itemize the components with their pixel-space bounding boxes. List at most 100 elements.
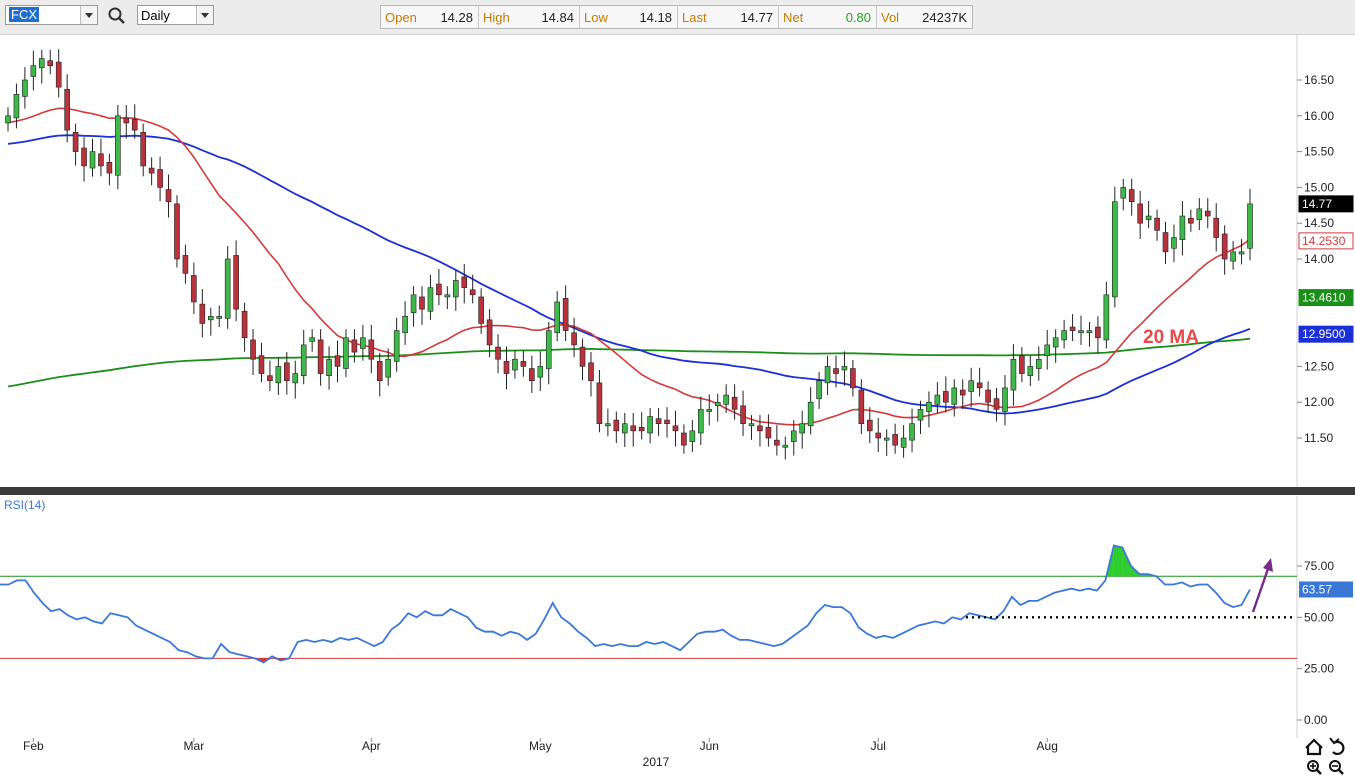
quote-net-label: Net [783, 10, 804, 25]
symbol-dropdown-icon[interactable] [80, 6, 97, 24]
quote-high-value: 14.84 [541, 10, 574, 25]
price-label-last: 14.77 [1302, 197, 1332, 211]
month-label: Apr [362, 739, 381, 753]
month-label: Mar [184, 739, 205, 753]
interval-select[interactable]: Daily [137, 5, 214, 25]
candle-body [883, 437, 890, 441]
candle-body [672, 425, 679, 432]
candle-body [748, 423, 755, 427]
candle-body [368, 339, 375, 360]
interval-dropdown-icon[interactable] [196, 6, 213, 24]
candle-body [89, 151, 96, 169]
candle-body [723, 394, 729, 405]
candle-body [512, 358, 518, 371]
ma50-line [7, 134, 1251, 415]
candle-body [495, 346, 501, 360]
candle-body [1204, 210, 1211, 217]
price-tick-label: 15.00 [1304, 180, 1334, 194]
candle-body [64, 89, 70, 131]
rsi-tick-label: 75.00 [1304, 559, 1334, 573]
candle-body [613, 419, 620, 432]
candle-body [1095, 326, 1101, 339]
candle-body [241, 310, 248, 339]
time-axis: Feb Mar Apr May Jun Jul Aug [23, 738, 1058, 753]
quote-low-label: Low [584, 10, 608, 25]
zoom-in-icon[interactable] [1307, 760, 1322, 775]
rsi-label: RSI(14) [4, 498, 45, 512]
candle-body [326, 358, 332, 377]
trend-arrow [1251, 565, 1271, 613]
price-chart[interactable]: 16.50 16.00 15.50 15.00 14.50 14.00 12.50 12.00… [0, 34, 1355, 778]
candle-body [486, 319, 493, 346]
candle-body [1221, 233, 1228, 260]
candle-body [545, 330, 552, 369]
candle-body [5, 115, 11, 124]
candle-body [98, 153, 104, 167]
price-tick-label: 16.50 [1304, 73, 1334, 87]
candles [5, 49, 1253, 460]
candle-body [993, 398, 1000, 410]
candle-body [258, 355, 265, 374]
candle-body [182, 255, 189, 274]
candle-body [858, 389, 865, 424]
quote-open-value: 14.28 [440, 10, 473, 25]
ma-annotation: 20 MA [1143, 327, 1199, 348]
month-label: Aug [1037, 739, 1058, 753]
candle-body [22, 79, 28, 97]
candle-body [131, 119, 138, 131]
candle-body [106, 162, 113, 174]
quote-volume: Vol 24237K [877, 6, 972, 28]
candle-body [917, 409, 924, 421]
candle-body [1103, 294, 1110, 341]
candle-body [165, 189, 172, 203]
symbol-input[interactable]: FCX [5, 5, 98, 25]
candle-body [503, 361, 510, 374]
candle-body [866, 419, 873, 432]
rsi-line [0, 544, 1251, 664]
price-tick-label: 11.50 [1304, 431, 1333, 445]
price-label-ma50: 12.9500 [1302, 327, 1346, 341]
candle-body [774, 439, 780, 446]
candle-body [115, 115, 121, 176]
candle-body [402, 315, 408, 334]
candle-body [1019, 355, 1025, 374]
candle-body [1078, 330, 1084, 334]
candle-body [900, 437, 907, 448]
candle-body [1120, 187, 1127, 199]
home-icon[interactable] [1305, 738, 1323, 756]
candle-body [951, 387, 958, 405]
quote-low-value: 14.18 [639, 10, 672, 25]
candle-body [1162, 232, 1169, 253]
rsi-pane: 75.00 50.00 25.00 0.00 63.57 [0, 544, 1353, 727]
quote-net: Net 0.80 [779, 6, 877, 28]
price-label-box [1298, 289, 1354, 307]
candle-body [841, 366, 848, 371]
candle-body [638, 426, 645, 432]
rsi-tick-label: 0.00 [1304, 713, 1328, 727]
candle-body [191, 275, 197, 303]
candle-body [1171, 237, 1177, 249]
quote-last: Last 14.77 [678, 6, 779, 28]
candle-body [782, 444, 789, 448]
candle-body [38, 58, 45, 69]
search-icon[interactable] [107, 6, 127, 26]
candle-body [824, 366, 831, 384]
candle-body [985, 389, 991, 403]
candle-body [1230, 251, 1236, 262]
candle-body [199, 303, 206, 324]
candle-body [216, 315, 223, 319]
candle-body [630, 425, 637, 432]
quote-bar: Open 14.28 High 14.84 Low 14.18 Last 14.… [380, 5, 973, 29]
candle-body [317, 339, 324, 374]
candle-body [444, 294, 451, 298]
candle-body [72, 131, 79, 152]
candle-body [1238, 251, 1245, 255]
candle-body [309, 337, 315, 342]
pane-separator[interactable] [0, 487, 1355, 495]
reset-icon[interactable] [1329, 737, 1345, 755]
candle-body [731, 396, 738, 410]
candle-body [267, 375, 273, 382]
price-tick-label: 16.00 [1304, 109, 1334, 123]
zoom-out-icon[interactable] [1329, 760, 1344, 775]
candle-body [385, 358, 392, 378]
